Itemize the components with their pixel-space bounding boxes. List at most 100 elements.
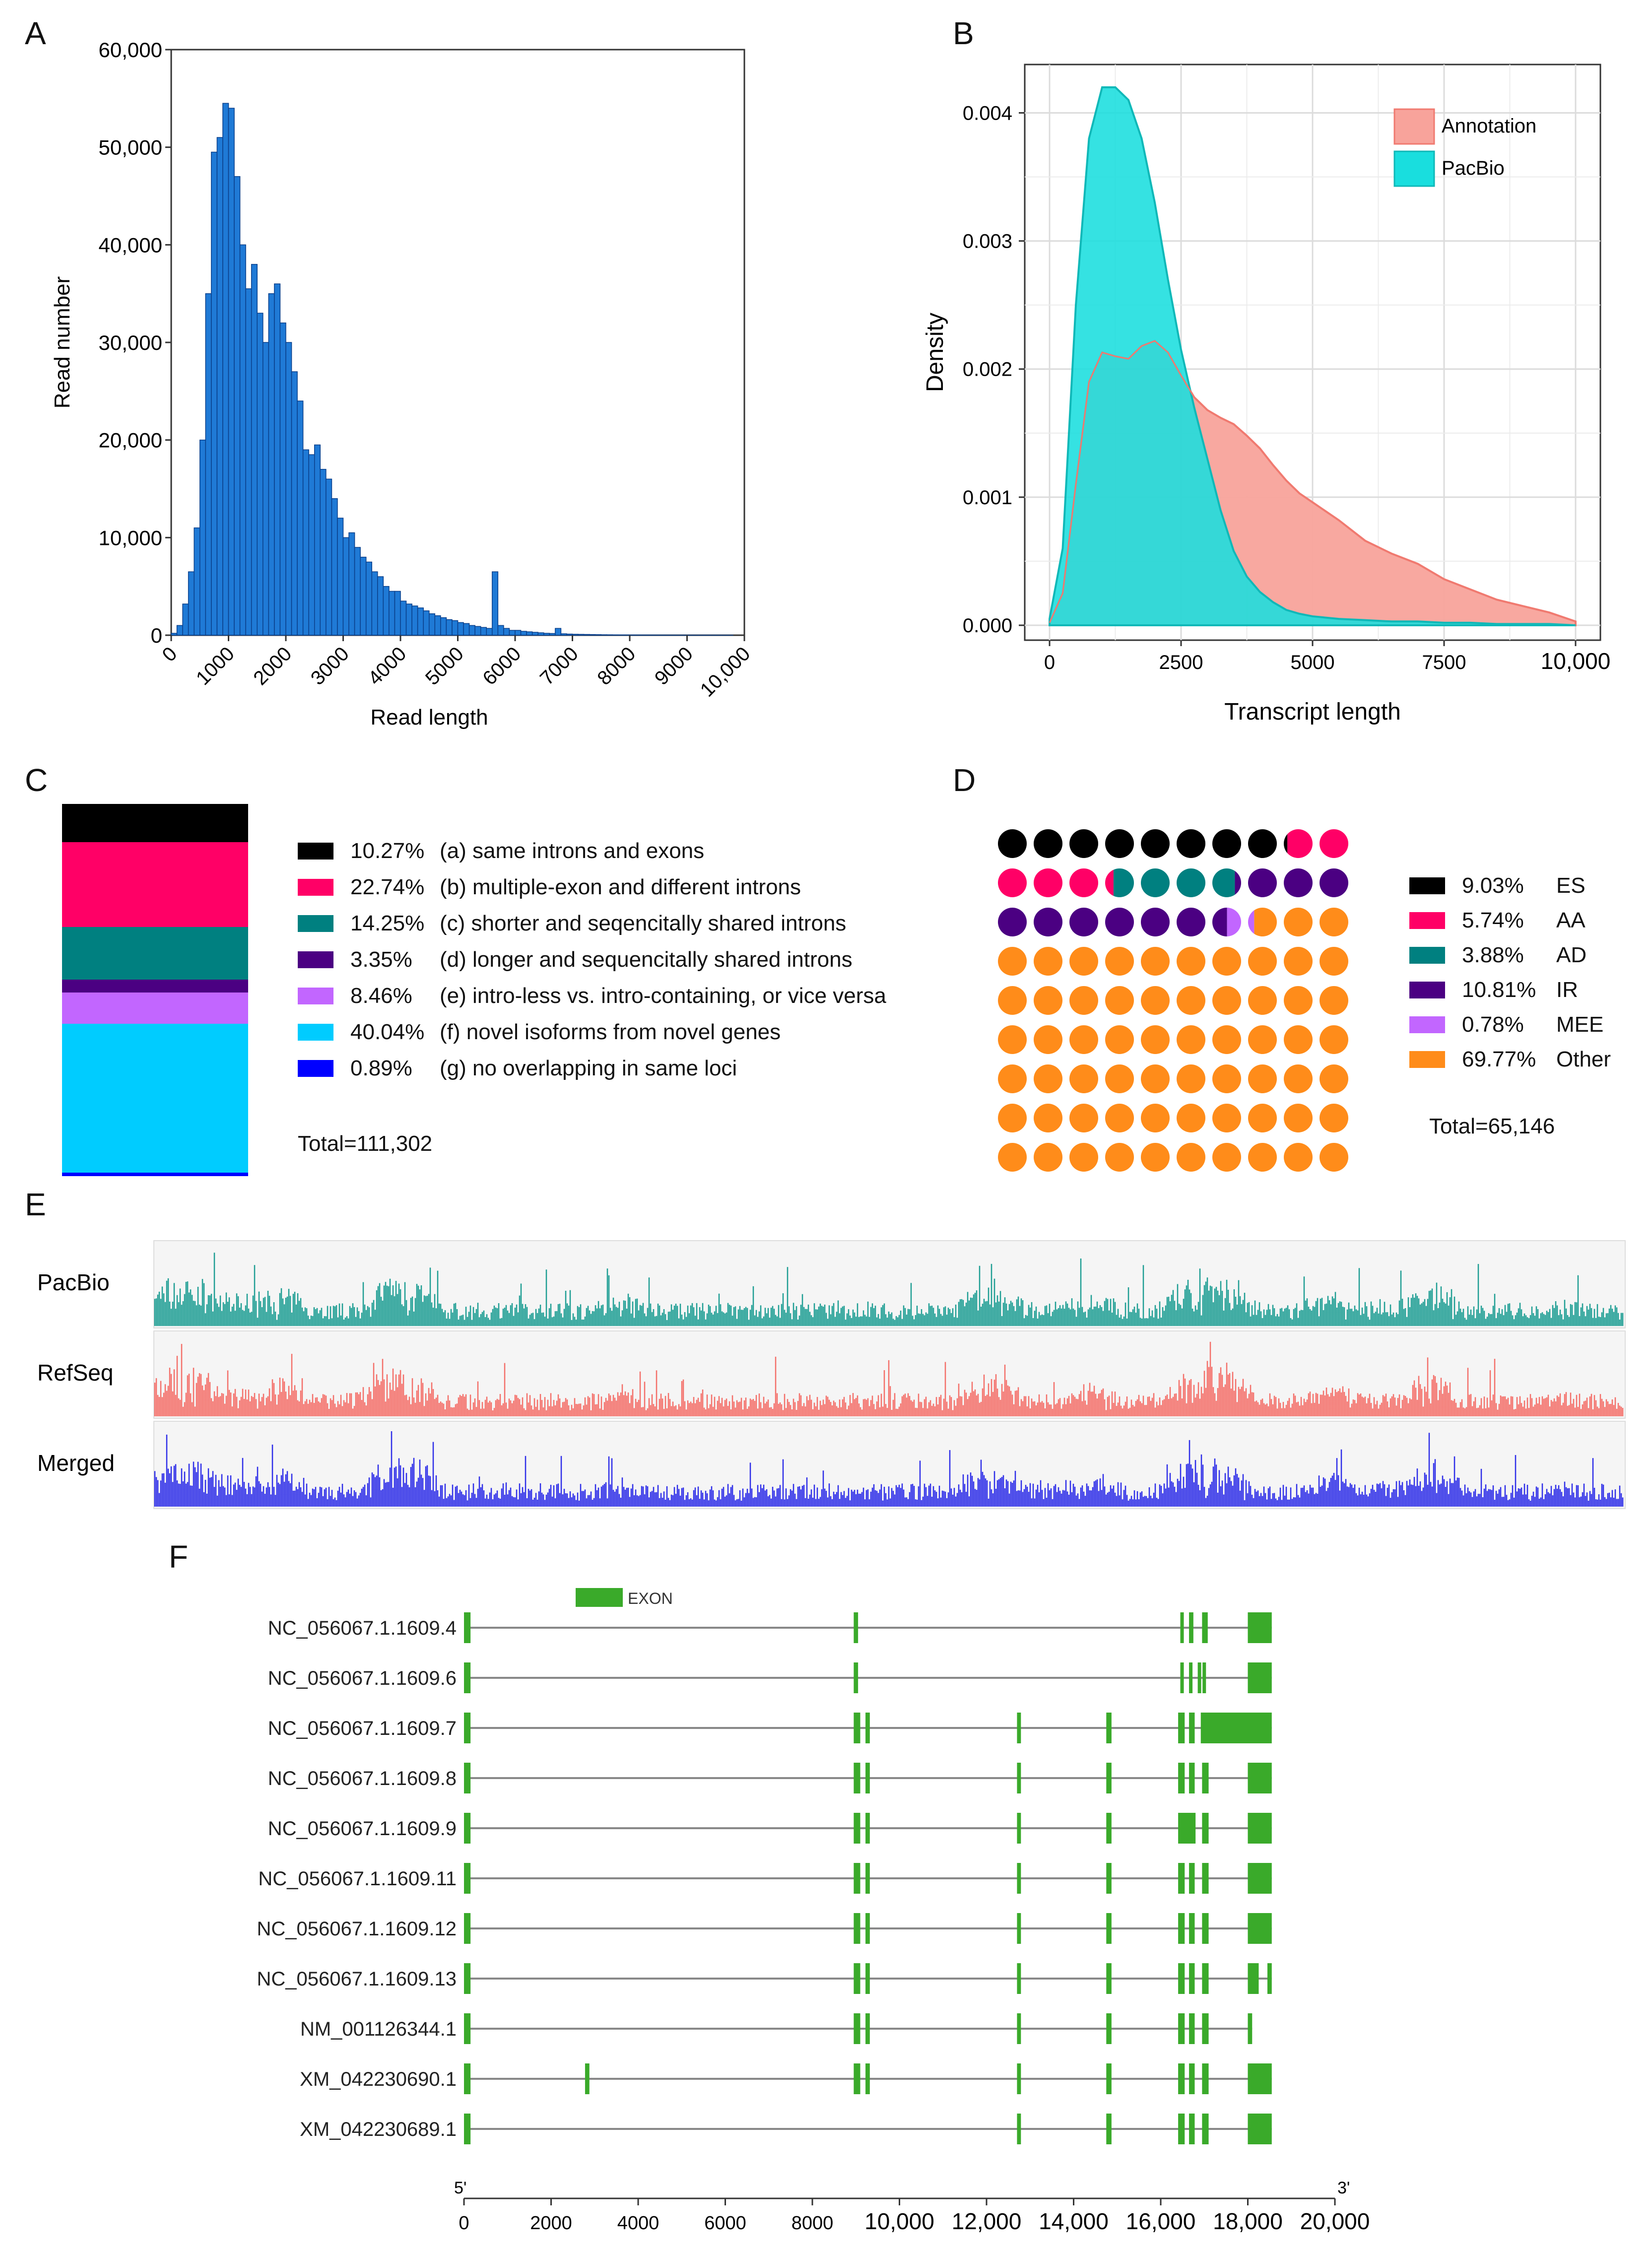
waffle-dot-part bbox=[1248, 910, 1255, 934]
waffle-dot bbox=[1141, 1143, 1170, 1172]
legend-swatch bbox=[298, 915, 333, 932]
x-tick-label-a: 7000 bbox=[536, 643, 583, 689]
histogram-bar bbox=[526, 631, 533, 636]
histogram-bar bbox=[194, 527, 200, 636]
exon-block bbox=[585, 2063, 590, 2094]
waffle-dot bbox=[1034, 1143, 1062, 1172]
legend-percent: 0.78% bbox=[1462, 1012, 1524, 1037]
stacked-segment bbox=[62, 927, 248, 980]
exon-block bbox=[1017, 2013, 1021, 2044]
y-tick-label-b: 0.001 bbox=[963, 487, 1012, 509]
exon-block bbox=[1202, 1963, 1209, 1994]
exon-block bbox=[1106, 2114, 1112, 2144]
histogram-bar bbox=[578, 634, 585, 636]
legend-item-c: 14.25% (c) shorter and seqencitally share… bbox=[298, 911, 846, 936]
exon-block bbox=[1189, 1963, 1195, 1994]
legend-label: (c) shorter and seqencitally shared intr… bbox=[440, 911, 847, 935]
y-tick-label-a: 60,000 bbox=[99, 38, 162, 62]
legend-item-d: 10.81% IR bbox=[1409, 978, 1578, 1002]
coverage-tracks-e: PacBio RefSeq Merged bbox=[37, 1240, 1626, 1509]
waffle-dot bbox=[1320, 1025, 1348, 1054]
waffle-dot bbox=[1105, 1025, 1134, 1054]
histogram-bar bbox=[171, 633, 178, 636]
histogram-bar bbox=[549, 633, 556, 636]
waffle-dot bbox=[1105, 986, 1134, 1015]
legend-percent: 10.81% bbox=[1462, 978, 1536, 1002]
histogram-bar bbox=[239, 244, 246, 636]
histogram-bar bbox=[572, 634, 579, 636]
waffle-dot bbox=[1105, 829, 1134, 858]
histogram-bar bbox=[417, 607, 424, 636]
legend-item-c: 0.89% (g) no overlapping in same loci bbox=[298, 1056, 737, 1081]
waffle-dot bbox=[1141, 1064, 1170, 1093]
stacked-segment bbox=[62, 842, 248, 927]
waffle-dot bbox=[1284, 1064, 1313, 1093]
exon-block bbox=[865, 1863, 870, 1894]
histogram-bar bbox=[348, 532, 355, 636]
legend-swatch bbox=[298, 988, 333, 1004]
waffle-dot bbox=[1248, 1025, 1277, 1054]
exon-block bbox=[865, 1963, 870, 1994]
histogram-bar bbox=[555, 628, 562, 636]
x-tick-label-b: 7500 bbox=[1422, 652, 1466, 673]
legend-label-pacbio: PacBio bbox=[1442, 157, 1505, 179]
waffle-dot bbox=[1177, 908, 1205, 936]
waffle-dot bbox=[998, 1143, 1027, 1172]
histogram-bar bbox=[566, 633, 573, 636]
histogram-bar bbox=[291, 371, 298, 636]
waffle-dot bbox=[1212, 1064, 1241, 1093]
histogram-bar bbox=[234, 176, 241, 636]
transcript-label: XM_042230689.1 bbox=[300, 2119, 457, 2140]
exon-block bbox=[464, 2063, 471, 2094]
legend-percent: 0.89% bbox=[350, 1056, 412, 1080]
exon-block bbox=[1248, 2063, 1272, 2094]
histogram-bar bbox=[268, 293, 275, 636]
legend-label: IR bbox=[1556, 978, 1578, 1002]
exon-block bbox=[1189, 2114, 1195, 2144]
exon-block bbox=[1178, 2013, 1185, 2044]
coverage-signal bbox=[154, 1431, 1624, 1507]
waffle-dot bbox=[1034, 829, 1062, 858]
exon-block bbox=[464, 1612, 471, 1643]
panel-label-a: A bbox=[25, 15, 46, 51]
waffle-dot bbox=[1212, 1143, 1241, 1172]
x-tick-label-f: 20,000 bbox=[1300, 2208, 1370, 2234]
exon-legend-swatch bbox=[576, 1588, 623, 1607]
legend-label-annotation: Annotation bbox=[1442, 115, 1536, 137]
waffle-dot bbox=[1284, 1104, 1313, 1132]
waffle-dot bbox=[1034, 908, 1062, 936]
exon-block bbox=[1106, 1963, 1112, 1994]
exon-block bbox=[1202, 1863, 1209, 1894]
exon-block bbox=[1189, 1662, 1193, 1693]
x-axis-label-a: Read length bbox=[370, 705, 488, 729]
transcript-label: NC_056067.1.1609.8 bbox=[268, 1768, 457, 1789]
waffle-dot bbox=[998, 947, 1027, 976]
histogram-bar bbox=[245, 288, 252, 636]
legend-label: (f) novel isoforms from novel genes bbox=[440, 1020, 781, 1044]
exon-block bbox=[1248, 1863, 1272, 1894]
y-tick-label-b: 0.000 bbox=[963, 615, 1012, 637]
histogram-bar bbox=[497, 625, 504, 636]
y-tick-label-a: 20,000 bbox=[99, 429, 162, 452]
y-tick-label-a: 40,000 bbox=[99, 233, 162, 257]
histogram-bar bbox=[314, 444, 321, 636]
histogram-bar bbox=[480, 627, 487, 636]
legend-item-c: 3.35% (d) longer and sequencitally shared… bbox=[298, 947, 853, 972]
exon-block bbox=[854, 1763, 860, 1793]
coverage-signal bbox=[154, 1253, 1624, 1326]
x-axis-label-b: Transcript length bbox=[1224, 699, 1401, 725]
legend-swatch bbox=[298, 1024, 333, 1041]
y-tick-label-a: 50,000 bbox=[99, 136, 162, 159]
waffle-dot bbox=[1248, 1143, 1277, 1172]
histogram-bar bbox=[583, 634, 590, 636]
exon-block bbox=[865, 1713, 870, 1743]
waffle-dot bbox=[1320, 868, 1348, 897]
exon-block bbox=[1178, 1913, 1185, 1944]
three-prime-label: 3' bbox=[1337, 2179, 1350, 2197]
histogram-bar bbox=[400, 600, 407, 636]
track-label: RefSeq bbox=[37, 1360, 113, 1386]
legend-label: (d) longer and sequencitally shared intr… bbox=[440, 947, 853, 972]
transcript-length-density: 0.000 0.001 0.002 0.003 0.004 0 2500 5000 7500 1… bbox=[922, 64, 1610, 725]
five-prime-label: 5' bbox=[454, 2179, 466, 2197]
legend-percent: 40.04% bbox=[350, 1020, 425, 1044]
